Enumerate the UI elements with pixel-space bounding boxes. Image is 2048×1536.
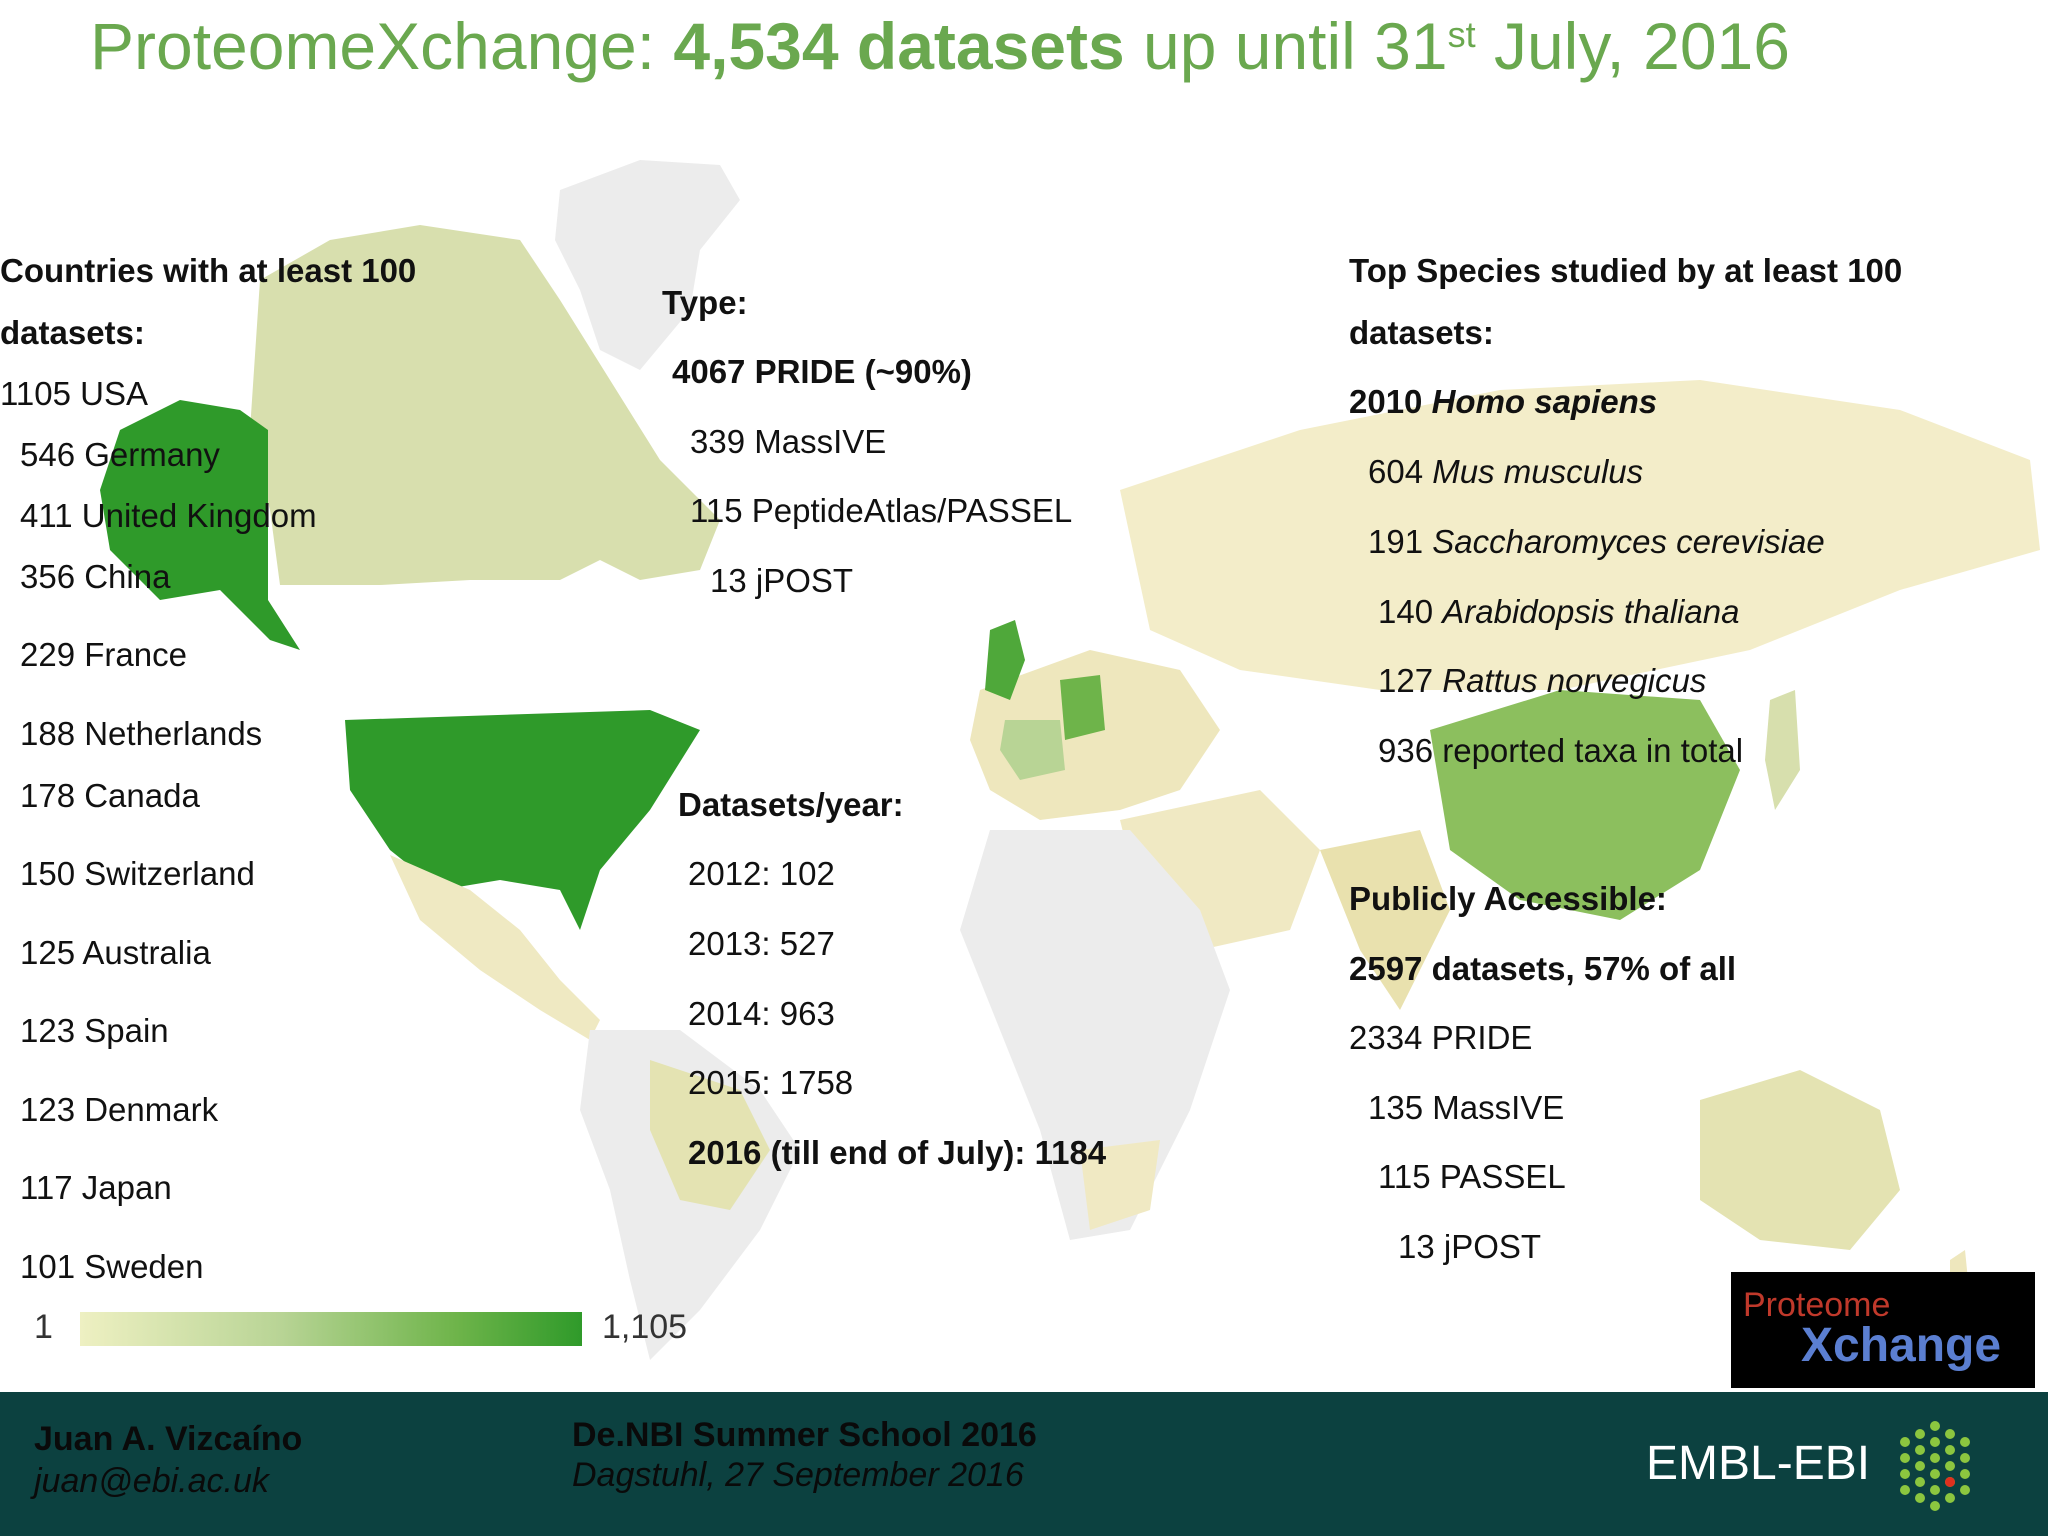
legend-min: 1 — [34, 1308, 53, 1346]
type-item: 13 jPOST — [710, 562, 854, 599]
legend-max: 1,105 — [602, 1308, 688, 1346]
map-canada — [250, 225, 720, 585]
footer-bar: Juan A. Vizcaíno juan@ebi.ac.uk De.NBI S… — [0, 1392, 2048, 1536]
country-item: 123 Denmark — [20, 1091, 219, 1128]
country-item: 150 Switzerland — [20, 855, 255, 892]
footer-author: Juan A. Vizcaíno — [34, 1420, 303, 1458]
species-item: 191 Saccharomyces cerevisiae — [1368, 523, 1825, 560]
map-mexico — [390, 855, 600, 1040]
map-japan — [1765, 690, 1800, 810]
type-heading: Type: — [662, 284, 748, 321]
per-year-heading: Datasets/year: — [678, 786, 904, 823]
country-item: 546 Germany — [20, 436, 220, 473]
countries-heading-line2: datasets: — [0, 314, 145, 351]
map-brazil — [650, 1060, 770, 1210]
footer-org: EMBL-EBI — [1646, 1437, 1871, 1490]
species-heading-line1: Top Species studied by at least 100 — [1349, 252, 1903, 289]
map-south-africa — [1080, 1140, 1160, 1230]
world-map — [100, 160, 2040, 1360]
map-australia — [1700, 1070, 1900, 1250]
type-item: 115 PeptideAtlas/PASSEL — [690, 492, 1073, 529]
map-greenland — [555, 160, 740, 370]
countries-heading-line1: Countries with at least 100 — [0, 252, 417, 289]
public-item: 13 jPOST — [1398, 1228, 1542, 1265]
map-africa — [960, 830, 1230, 1240]
type-item: 4067 PRIDE (~90%) — [672, 353, 972, 390]
country-item: 229 France — [20, 636, 187, 673]
country-item: 117 Japan — [20, 1169, 172, 1206]
map-europe — [970, 650, 1220, 820]
map-china — [1430, 690, 1740, 920]
footer-email: juan@ebi.ac.uk — [34, 1462, 269, 1500]
country-item: 188 Netherlands — [20, 715, 263, 752]
species-item: 127 Rattus norvegicus — [1378, 662, 1707, 699]
public-item: 115 PASSEL — [1378, 1158, 1566, 1195]
country-item: 356 China — [20, 558, 171, 595]
public-heading: Publicly Accessible: — [1349, 880, 1667, 917]
country-item: 123 Spain — [20, 1012, 169, 1049]
footer-place: Dagstuhl, 27 September 2016 — [572, 1456, 1024, 1494]
public-item: 2334 PRIDE — [1349, 1019, 1533, 1056]
species-total: 936 reported taxa in total — [1378, 732, 1744, 769]
per-year-item: 2012: 102 — [688, 855, 835, 892]
per-year-item: 2015: 1758 — [688, 1064, 854, 1101]
species-item: 140 Arabidopsis thaliana — [1378, 593, 1740, 630]
public-summary: 2597 datasets, 57% of all — [1349, 950, 1737, 987]
logo-text-proteome: Proteome — [1743, 1286, 1891, 1324]
embl-ebi-logo-icon — [1900, 1421, 1970, 1511]
footer-event: De.NBI Summer School 2016 — [572, 1416, 1037, 1454]
map-usa — [345, 710, 700, 930]
type-item: 339 MassIVE — [690, 423, 887, 460]
per-year-item-2016: 2016 (till end of July): 1184 — [688, 1134, 1107, 1171]
map-india — [1320, 830, 1450, 1010]
proteomexchange-logo: Proteome Xchange — [1731, 1272, 2035, 1388]
map-alaska — [100, 400, 300, 650]
per-year-item: 2014: 963 — [688, 995, 835, 1032]
species-heading-line2: datasets: — [1349, 314, 1494, 351]
map-uk — [985, 620, 1025, 700]
slide-title: ProteomeXchange: 4,534 datasets up until… — [90, 9, 1790, 83]
country-item: 101 Sweden — [20, 1248, 204, 1285]
species-item: 604 Mus musculus — [1368, 453, 1644, 490]
country-item: 125 Australia — [20, 934, 211, 971]
species-item: 2010 Homo sapiens — [1349, 383, 1658, 420]
country-item: 1105 USA — [0, 375, 148, 412]
legend-gradient-bar — [80, 1312, 582, 1346]
country-item: 178 Canada — [20, 777, 200, 814]
public-item: 135 MassIVE — [1368, 1089, 1565, 1126]
map-france — [1000, 720, 1065, 780]
logo-text-xchange: Xchange — [1801, 1319, 2002, 1372]
map-germany — [1060, 675, 1105, 740]
map-russia — [1120, 380, 2040, 690]
per-year-item: 2013: 527 — [688, 925, 835, 962]
country-item: 411 United Kingdom — [20, 497, 317, 534]
